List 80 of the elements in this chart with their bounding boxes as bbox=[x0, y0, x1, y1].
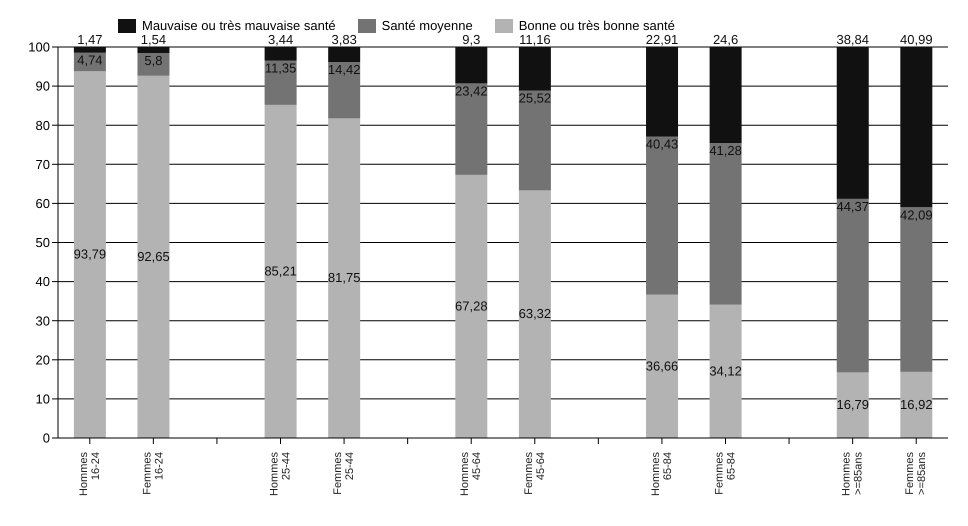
bar bbox=[710, 143, 742, 305]
bar bbox=[264, 60, 297, 105]
y-tick-label: 80 bbox=[36, 118, 50, 133]
bar bbox=[646, 294, 678, 438]
legend-label: Bonne ou très bonne santé bbox=[518, 18, 675, 33]
bar bbox=[137, 76, 170, 438]
data-label: 9,3 bbox=[462, 32, 480, 47]
legend-label: Santé moyenne bbox=[382, 18, 473, 33]
x-tick-label: Hommes 25-44 bbox=[268, 452, 292, 496]
x-tick-label: Femmes 25-44 bbox=[332, 452, 356, 495]
bar bbox=[900, 207, 932, 372]
bar bbox=[646, 47, 678, 137]
data-label: 24,6 bbox=[712, 32, 738, 47]
bar bbox=[710, 304, 742, 438]
y-tick-label: 60 bbox=[36, 196, 50, 212]
data-label: 3,83 bbox=[332, 32, 357, 47]
data-label: 40,43 bbox=[646, 136, 678, 152]
bar bbox=[836, 47, 869, 199]
data-label: 16,79 bbox=[836, 397, 870, 412]
bar bbox=[646, 136, 678, 295]
data-label: 3,44 bbox=[268, 32, 294, 47]
bar bbox=[264, 47, 297, 60]
data-label: 23,42 bbox=[455, 83, 488, 98]
data-label: 14,42 bbox=[328, 62, 360, 77]
bar bbox=[900, 372, 932, 438]
data-label: 92,65 bbox=[137, 248, 170, 264]
data-label: 11,16 bbox=[519, 32, 551, 47]
bar bbox=[328, 118, 360, 438]
y-tick-label: 100 bbox=[28, 40, 50, 55]
x-tick-label: Hommes 45-64 bbox=[459, 452, 484, 496]
data-label: 16,92 bbox=[900, 396, 933, 412]
bar bbox=[836, 372, 869, 438]
y-tick-label: 0 bbox=[42, 430, 50, 446]
y-tick-label: 10 bbox=[36, 392, 50, 407]
x-tick-label: Femmes 16-24 bbox=[141, 452, 166, 495]
bar bbox=[455, 47, 488, 84]
y-tick-label: 90 bbox=[36, 78, 50, 94]
y-tick-label: 30 bbox=[36, 313, 50, 328]
bar bbox=[710, 47, 742, 144]
x-tick-label: Hommes 65-84 bbox=[650, 452, 674, 496]
bar bbox=[518, 47, 551, 91]
bar bbox=[836, 198, 869, 372]
data-label: 38,84 bbox=[836, 32, 870, 47]
x-tick-label: Hommes >=85ans bbox=[840, 452, 865, 496]
data-label: 11,35 bbox=[264, 60, 296, 76]
data-label: 93,79 bbox=[74, 246, 106, 262]
data-label: 67,28 bbox=[455, 298, 488, 314]
data-label: 63,32 bbox=[518, 306, 552, 322]
y-tick-label: 70 bbox=[36, 156, 50, 172]
bar bbox=[137, 47, 170, 54]
data-label: 1,47 bbox=[77, 32, 103, 47]
y-tick-label: 50 bbox=[36, 235, 50, 250]
data-label: 34,12 bbox=[709, 363, 742, 378]
data-label: 4,74 bbox=[77, 52, 103, 68]
bar bbox=[455, 174, 488, 438]
x-tick-label: Femmes 65-84 bbox=[714, 452, 738, 495]
bar bbox=[518, 90, 551, 190]
x-tick-label: Femmes >=85ans bbox=[904, 452, 928, 495]
data-label: 41,28 bbox=[709, 143, 742, 158]
data-label: 22,91 bbox=[646, 32, 678, 47]
data-label: 25,52 bbox=[518, 90, 552, 106]
data-label: 1,54 bbox=[140, 32, 166, 48]
data-label: 81,75 bbox=[328, 270, 360, 286]
bar bbox=[74, 47, 106, 53]
data-label: 36,66 bbox=[646, 358, 678, 374]
legend-label: Mauvaise ou très mauvaise santé bbox=[142, 18, 336, 33]
bar bbox=[455, 83, 488, 175]
data-label: 5,8 bbox=[144, 53, 163, 68]
data-label: 85,21 bbox=[264, 263, 297, 278]
bar bbox=[518, 190, 551, 438]
y-tick-label: 40 bbox=[36, 274, 50, 290]
y-tick-label: 20 bbox=[36, 352, 50, 368]
data-label: 40,99 bbox=[900, 32, 933, 47]
x-tick-label: Femmes 45-64 bbox=[522, 452, 547, 495]
bar bbox=[74, 71, 106, 438]
bar bbox=[328, 47, 360, 62]
x-tick-label: Hommes 16-24 bbox=[78, 452, 102, 496]
bar bbox=[900, 47, 932, 208]
bar bbox=[264, 104, 297, 438]
bar bbox=[328, 62, 360, 118]
